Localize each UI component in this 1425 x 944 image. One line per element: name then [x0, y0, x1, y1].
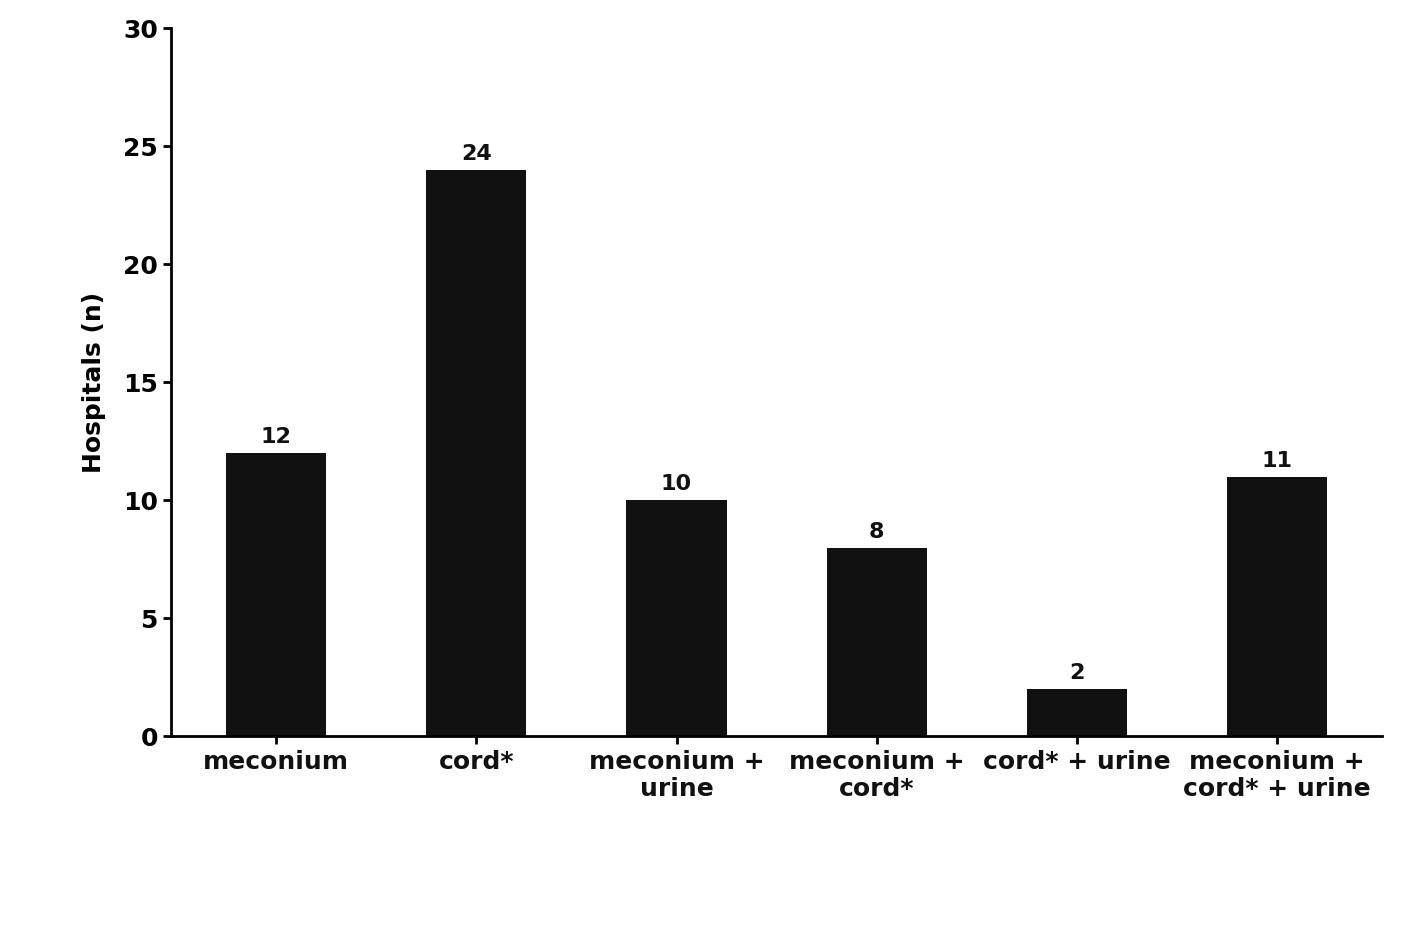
Text: 11: 11 — [1261, 451, 1292, 471]
Bar — [1227, 477, 1327, 736]
Text: 10: 10 — [661, 475, 693, 495]
Bar — [627, 500, 727, 736]
Text: 12: 12 — [261, 428, 292, 447]
Y-axis label: Hospitals (n): Hospitals (n) — [83, 292, 105, 473]
Bar — [826, 548, 926, 736]
Text: 2: 2 — [1069, 664, 1084, 683]
Bar — [227, 453, 326, 736]
Bar — [1027, 689, 1127, 736]
Bar — [426, 170, 526, 736]
Text: 8: 8 — [869, 522, 885, 542]
Text: 24: 24 — [460, 144, 492, 164]
